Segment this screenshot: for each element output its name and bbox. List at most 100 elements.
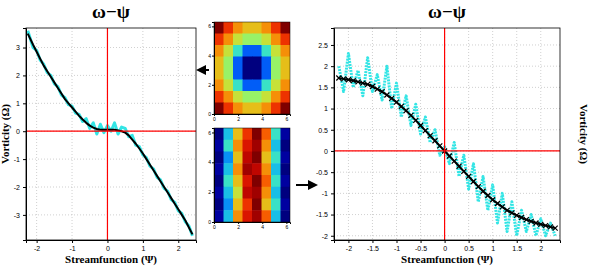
cell — [271, 57, 281, 69]
tick-label: 1 — [324, 105, 328, 112]
cell — [224, 45, 234, 57]
marker — [336, 76, 341, 81]
cell — [281, 91, 291, 103]
cell — [243, 199, 253, 211]
heatmap: 02460246 — [208, 128, 290, 230]
tick-mark — [331, 193, 334, 194]
tick-label: -1.5 — [367, 245, 379, 252]
cell — [233, 128, 243, 140]
cell — [262, 103, 272, 115]
cell — [214, 57, 224, 69]
tick: 2 — [208, 82, 214, 88]
cell — [214, 175, 224, 187]
y-axis-title: Vorticity (Ω) — [0, 104, 12, 164]
tick-mark — [421, 240, 422, 243]
marker — [365, 82, 370, 87]
tick: 1.5 — [512, 240, 522, 252]
marker — [432, 138, 437, 143]
tick: 0.5 — [464, 240, 474, 252]
cell — [224, 152, 234, 164]
tick-label: -3 — [14, 212, 20, 219]
marker — [384, 92, 389, 97]
grid-line — [26, 103, 196, 104]
cell — [271, 80, 281, 92]
marker — [423, 128, 428, 133]
cell — [243, 175, 253, 187]
tick-label: -1 — [69, 245, 75, 252]
axis-line — [215, 223, 291, 225]
tick-label: -2 — [346, 245, 352, 252]
tick-label: 2 — [16, 72, 20, 79]
grid-line — [396, 28, 397, 240]
tick-mark — [212, 114, 214, 115]
heatmap: 02460246 — [208, 22, 290, 122]
series-line — [28, 31, 193, 236]
reference-line — [444, 28, 445, 240]
cell — [281, 199, 291, 211]
tick-label: -0.5 — [415, 245, 427, 252]
tick: -1 — [69, 240, 75, 252]
grid-line — [334, 87, 560, 88]
cell — [214, 128, 224, 140]
cell — [252, 163, 262, 175]
cell — [271, 103, 281, 115]
tick: 0 — [208, 111, 214, 117]
tick-label: 6 — [208, 130, 211, 136]
cell — [243, 128, 253, 140]
grid-line — [107, 28, 108, 240]
reference-line — [107, 28, 108, 240]
tick: 0 — [443, 240, 447, 252]
grid — [334, 28, 560, 240]
tick-label: 1.5 — [318, 84, 328, 91]
tick-label: 2.5 — [318, 42, 328, 49]
cell — [262, 152, 272, 164]
tick: 2 — [539, 240, 543, 252]
tick: 1 — [491, 240, 495, 252]
tick-mark — [23, 159, 26, 160]
grid-line — [26, 131, 196, 132]
tick-label: 0 — [208, 219, 211, 225]
cell — [252, 80, 262, 92]
tick: 2 — [237, 114, 240, 122]
tick-mark — [469, 240, 470, 243]
plot-frame — [334, 28, 560, 240]
marker — [543, 223, 548, 228]
axis: -3-2-10123 — [14, 29, 27, 241]
tick-label: 2 — [208, 189, 211, 195]
grid-line — [334, 150, 560, 151]
tick-mark — [23, 187, 26, 188]
cell — [233, 68, 243, 80]
marker — [413, 118, 418, 123]
tick-mark — [212, 85, 214, 86]
marker — [370, 84, 375, 89]
grid-line — [492, 28, 493, 240]
tick-label: 2 — [208, 82, 211, 88]
cell — [224, 68, 234, 80]
tick-mark — [331, 45, 334, 46]
tick: 1 — [141, 240, 145, 252]
marker — [404, 108, 409, 113]
tick-label: -1 — [394, 245, 400, 252]
tick: -1 — [394, 240, 400, 252]
x-axis-title: Streamfunction (Ψ) — [401, 253, 493, 266]
series-line — [339, 53, 555, 235]
tick: 6 — [285, 114, 288, 122]
marker — [341, 76, 346, 81]
cell — [262, 68, 272, 80]
grid-line — [334, 214, 560, 215]
cell — [271, 128, 281, 140]
cell — [214, 45, 224, 57]
tick-mark — [23, 103, 26, 104]
tick: -3 — [14, 212, 26, 219]
tick-label: 0 — [213, 224, 216, 230]
axis-line — [27, 241, 197, 244]
tick-label: 4 — [208, 159, 211, 165]
tick-label: -0.5 — [316, 169, 328, 176]
marker — [399, 104, 404, 109]
cell — [262, 210, 272, 222]
tick: 4 — [261, 114, 264, 122]
marker — [548, 224, 553, 229]
tick-label: 1 — [491, 245, 495, 252]
axis: 0246 — [208, 23, 214, 118]
cell — [243, 210, 253, 222]
